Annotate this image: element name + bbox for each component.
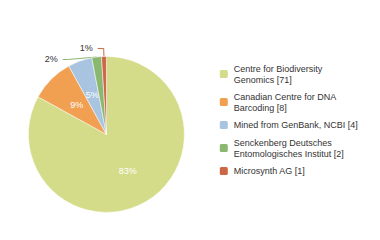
svg-text:Mined from GenBank, NCBI [4]: Mined from GenBank, NCBI [4] [234,120,358,130]
svg-text:Canadian Centre for DNA: Canadian Centre for DNA [234,92,337,102]
svg-text:Genomics [71]: Genomics [71] [234,75,292,85]
svg-text:83%: 83% [119,166,137,176]
svg-text:2%: 2% [45,54,58,64]
svg-text:5%: 5% [86,90,99,100]
svg-text:1%: 1% [80,43,93,53]
svg-text:Microsynth AG [1]: Microsynth AG [1] [234,166,305,176]
svg-text:9%: 9% [70,100,83,110]
svg-text:Centre for Biodiversity: Centre for Biodiversity [234,64,323,74]
svg-text:Entomologisches Institut [2]: Entomologisches Institut [2] [234,149,344,159]
svg-text:Senckenberg Deutsches: Senckenberg Deutsches [234,138,333,148]
svg-text:Barcoding [8]: Barcoding [8] [234,103,287,113]
